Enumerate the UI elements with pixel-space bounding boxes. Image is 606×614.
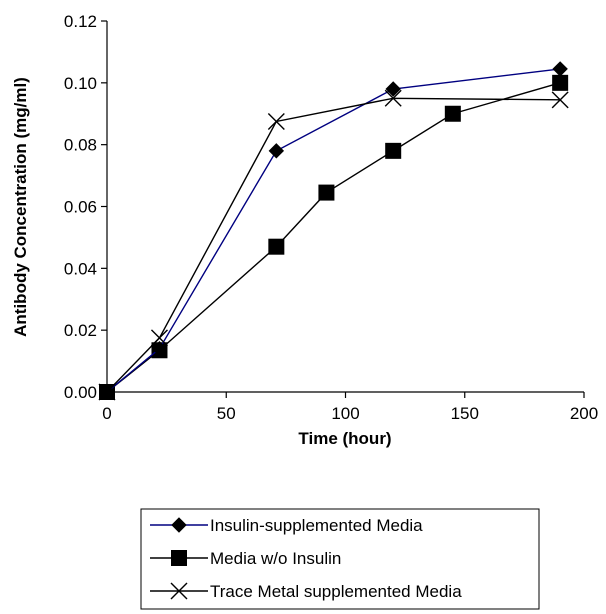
x-tick-label: 50 bbox=[217, 404, 236, 423]
y-tick-label: 0.06 bbox=[64, 198, 97, 217]
legend-label: Insulin-supplemented Media bbox=[210, 516, 423, 535]
legend-marker bbox=[170, 582, 188, 600]
series-x bbox=[98, 89, 569, 401]
y-tick-label: 0.02 bbox=[64, 321, 97, 340]
y-tick-label: 0.04 bbox=[64, 259, 97, 278]
legend-entry: Trace Metal supplemented Media bbox=[150, 582, 462, 601]
y-tick-label: 0.10 bbox=[64, 74, 97, 93]
legend-label: Media w/o Insulin bbox=[210, 549, 341, 568]
series-line bbox=[106, 97, 561, 393]
data-point bbox=[384, 89, 402, 107]
y-tick-label: 0.12 bbox=[64, 12, 97, 31]
data-point bbox=[268, 238, 285, 255]
data-point bbox=[551, 91, 569, 109]
y-axis-title: Antibody Concentration (mg/ml) bbox=[11, 77, 30, 337]
data-point bbox=[268, 143, 285, 159]
data-point bbox=[318, 184, 335, 201]
data-point bbox=[552, 61, 568, 77]
y-tick-label: 0.08 bbox=[64, 136, 97, 155]
data-point bbox=[444, 105, 461, 122]
legend-entry: Insulin-supplemented Media bbox=[150, 516, 423, 535]
x-axis-ticks: 0 50 100 150 200 bbox=[102, 392, 598, 423]
data-point bbox=[385, 142, 402, 159]
x-tick-label: 0 bbox=[102, 404, 111, 423]
legend-label: Trace Metal supplemented Media bbox=[210, 582, 462, 601]
x-tick-label: 200 bbox=[570, 404, 598, 423]
x-axis-title: Time (hour) bbox=[298, 429, 391, 448]
x-tick-label: 150 bbox=[451, 404, 479, 423]
data-point bbox=[385, 81, 401, 97]
data-point bbox=[150, 329, 168, 347]
data-point bbox=[151, 341, 168, 357]
x-tick-label: 100 bbox=[331, 404, 359, 423]
series-diamond bbox=[99, 61, 568, 400]
data-point bbox=[267, 112, 285, 130]
legend-marker bbox=[171, 517, 187, 533]
legend: Insulin-supplemented Media Media w/o Insu… bbox=[140, 508, 540, 610]
series-square bbox=[99, 74, 569, 400]
legend-marker bbox=[171, 550, 187, 566]
legend-entry: Media w/o Insulin bbox=[150, 549, 341, 568]
y-tick-label: 0.00 bbox=[64, 383, 97, 402]
series-line bbox=[106, 68, 561, 393]
data-point bbox=[552, 74, 569, 91]
series-layer bbox=[98, 61, 569, 401]
y-axis-ticks: 0.00 0.02 0.04 0.06 0.08 0.10 0.12 bbox=[64, 12, 107, 402]
series-line bbox=[106, 82, 561, 393]
